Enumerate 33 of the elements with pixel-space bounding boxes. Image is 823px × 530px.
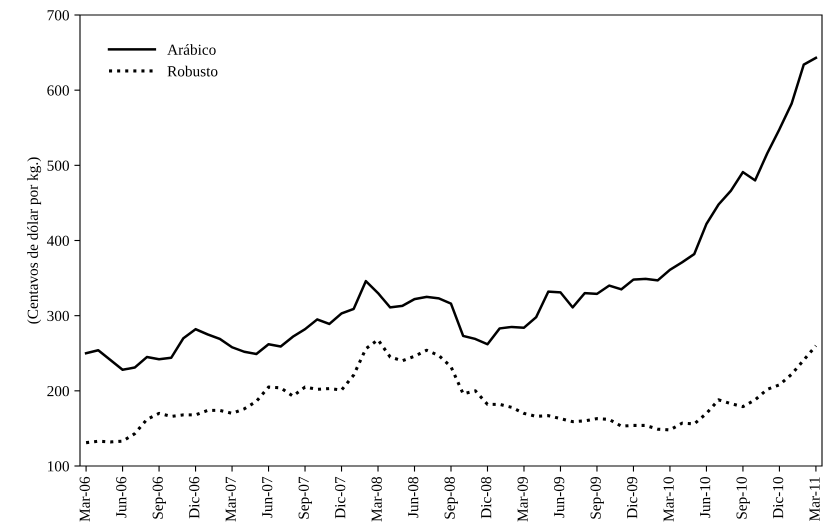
x-tick-label: Dic-08	[481, 477, 492, 518]
x-tick-label: Dic-07	[335, 476, 346, 518]
x-tick-label: Sep-09	[590, 477, 604, 519]
x-tick-label: Jun-06	[116, 476, 126, 518]
x-tick-label: Sep-08	[444, 477, 458, 519]
x-tick-label: Sep-10	[736, 477, 750, 519]
x-tick-label: Mar-08	[372, 477, 382, 522]
y-tick-label: 200	[47, 386, 69, 396]
y-tick-label: 100	[48, 461, 69, 472]
x-tick-label: Jun-07	[262, 476, 272, 518]
y-tick-label: 400	[46, 236, 69, 246]
x-tick-label: Mar-11	[810, 477, 820, 521]
line-series	[84, 56, 818, 372]
y-tick-label: 300	[47, 310, 69, 322]
x-tick-label: Jun-09	[554, 477, 564, 518]
x-tick-label: Dic-09	[626, 477, 638, 518]
x-tick-label: Mar-10	[663, 477, 674, 522]
x-tick-label: Jun-10	[700, 477, 710, 518]
line-series	[84, 338, 818, 444]
x-tick-label: Mar-06	[80, 476, 90, 522]
y-tick-label: 600	[47, 85, 69, 96]
x-tick-label: Dic-06	[189, 476, 200, 518]
legend-label: Robusto	[168, 66, 218, 76]
legend-label: Arábico	[167, 44, 216, 55]
y-tick-label: 700	[48, 10, 69, 20]
y-tick-label: 500	[48, 160, 69, 171]
x-tick-label: Jun-08	[408, 477, 418, 518]
y-axis-title: (Centavos de dólar por kg.)	[27, 157, 42, 324]
x-tick-label: Dic-10	[772, 477, 784, 518]
x-tick-label: Sep-07	[298, 476, 312, 519]
x-tick-label: Mar-09	[518, 477, 528, 522]
x-tick-label: Mar-07	[226, 476, 236, 522]
x-tick-label: Sep-06	[152, 476, 166, 519]
